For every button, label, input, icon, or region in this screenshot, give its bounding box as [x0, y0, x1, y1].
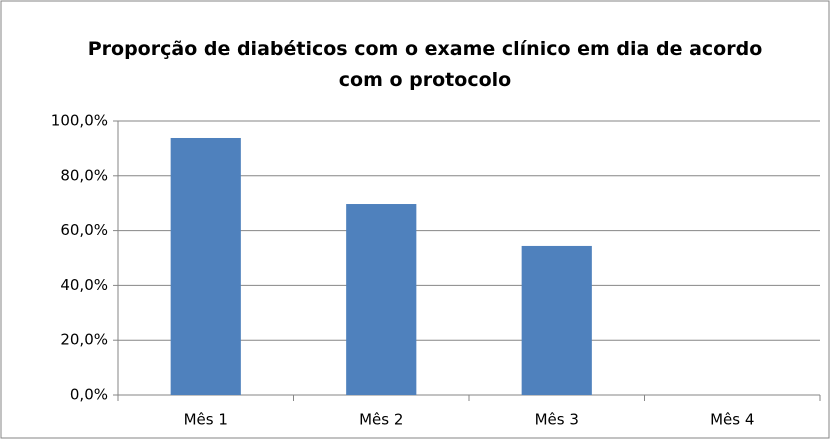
bar — [170, 137, 241, 395]
y-tick-label: 80,0% — [60, 166, 108, 184]
x-tick-label: Mês 2 — [359, 411, 403, 429]
y-tick-label: 0,0% — [70, 386, 108, 404]
chart-title: Proporção de diabéticos com o exame clín… — [87, 38, 763, 91]
bar — [521, 245, 592, 395]
x-tick-label: Mês 3 — [535, 411, 579, 429]
y-tick-label: 60,0% — [60, 221, 108, 239]
x-tick-label: Mês 4 — [710, 411, 754, 429]
y-tick-label: 20,0% — [60, 331, 108, 349]
y-tick-label: 100,0% — [51, 112, 108, 130]
bar — [346, 204, 417, 395]
y-tick-label: 40,0% — [60, 276, 108, 294]
x-tick-label: Mês 1 — [184, 411, 228, 429]
